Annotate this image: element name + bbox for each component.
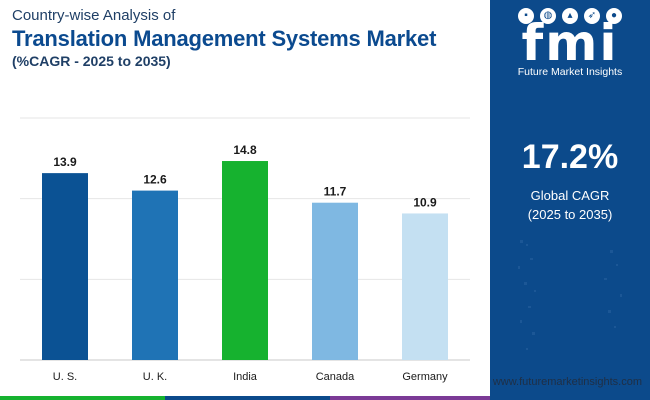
x-tick-label: U. K. [143, 371, 167, 383]
chart-subtitle: Country-wise Analysis of [12, 7, 176, 24]
website-link[interactable]: www.futuremarketinsights.com [492, 376, 642, 388]
chart-icon: ▴ [562, 8, 578, 24]
global-cagr-period: (2025 to 2035) [527, 207, 613, 222]
x-tick-label: Canada [316, 371, 355, 383]
logo-icons: ▪ ◍ ▴ ➶ ● [518, 8, 624, 26]
bar-uk [132, 190, 178, 360]
stripe-segment [490, 396, 650, 400]
data-label: 14.8 [233, 143, 257, 157]
x-tick-label: India [233, 371, 258, 383]
data-label: 12.6 [143, 173, 167, 187]
footer-stripe [0, 396, 650, 400]
global-cagr-label: Global CAGR [530, 188, 610, 203]
x-tick-label: U. S. [53, 371, 77, 383]
stripe-segment [165, 396, 330, 400]
side-panel: ▪ ◍ ▴ ➶ ● fmi Future Market Insights 17.… [490, 0, 650, 400]
bar-germany [402, 213, 448, 360]
bar-us [42, 173, 88, 360]
x-tick-label: Germany [402, 371, 448, 383]
rocket-icon: ➶ [584, 8, 600, 24]
panel-texture [518, 240, 622, 350]
brand-name: Future Market Insights [517, 66, 623, 78]
bar-india [222, 161, 268, 360]
user-icon: ● [606, 8, 622, 24]
stripe-segment [0, 396, 165, 400]
cagr-note: (%CAGR - 2025 to 2035) [12, 53, 171, 69]
globe-icon: ◍ [540, 8, 556, 24]
briefcase-icon: ▪ [518, 8, 534, 24]
bar-canada [312, 202, 358, 360]
global-cagr-value: 17.2% [521, 138, 619, 176]
chart-title: Translation Management Systems Market [12, 26, 437, 51]
brand-logo: fmi [521, 14, 619, 72]
data-label: 11.7 [324, 185, 347, 199]
chart-header: Country-wise Analysis of Translation Man… [12, 6, 490, 70]
bar-chart: 13.9 U. S. 12.6 U. K. 14.8 India 11.7 Canada 10.… [20, 117, 470, 383]
data-label: 13.9 [53, 155, 77, 169]
stripe-segment [330, 396, 490, 400]
data-label: 10.9 [413, 195, 437, 209]
